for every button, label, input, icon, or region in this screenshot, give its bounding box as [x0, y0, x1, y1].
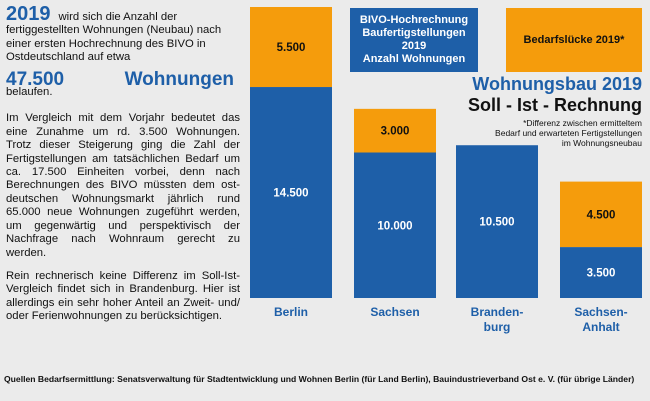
- legend-bivo-line: Anzahl Wohnungen: [362, 53, 466, 65]
- intro-paragraph: 2019 wird sich die Anzahl der fertiggeste…: [6, 4, 240, 65]
- bar-value-label: 10.000: [377, 220, 412, 232]
- bar-value-label: 10.500: [479, 217, 514, 229]
- bar-value-label: 4.500: [587, 209, 616, 221]
- category-label: Branden-: [471, 305, 524, 319]
- category-label: burg: [484, 320, 511, 334]
- legend-bedarf-label: Bedarfslücke 2019*: [523, 34, 625, 46]
- total-value: 47.500: [6, 68, 65, 90]
- chart-subtitle: Soll - Ist - Rechnung: [468, 95, 642, 115]
- bar-fertigstellungen: [250, 87, 332, 299]
- total-line: 47.500 Wohnungen: [6, 68, 240, 90]
- year-highlight: 2019: [6, 3, 51, 25]
- legend-bivo-line: BIVO-Hochrechnung: [359, 14, 469, 26]
- category-label: Sachsen: [370, 305, 419, 319]
- comparison-paragraph: Im Vergleich mit dem Vorjahr bedeutet da…: [6, 112, 240, 259]
- legend-bivo-box: BIVO-Hochrechnung Baufertigstellungen 20…: [350, 8, 478, 72]
- bar-bedarfsluecke: [560, 181, 642, 248]
- category-label: Sachsen-: [574, 305, 627, 319]
- footnote-line: im Wohnungsneubau: [561, 138, 642, 148]
- legend-bivo-line: 2019: [401, 40, 427, 52]
- brandenburg-paragraph: Rein rechnerisch keine Differenz im Soll…: [6, 269, 240, 323]
- footnote-line: Bedarf und erwarteten Fertigstellungen: [495, 128, 642, 138]
- bar-value-label: 3.500: [587, 268, 616, 280]
- chart-title: Wohnungsbau 2019: [472, 74, 642, 94]
- category-label: Berlin: [274, 305, 308, 319]
- bar-fertigstellungen: [560, 247, 642, 298]
- footnote-line: *Differenz zwischen ermitteltem: [523, 118, 642, 128]
- bar-bedarfsluecke: [250, 7, 332, 88]
- legend-bedarf-box: Bedarfslücke 2019*: [506, 8, 642, 72]
- legend-bivo-line: Baufertigstellungen: [362, 27, 466, 39]
- belaufen-text: belaufen.: [6, 86, 53, 99]
- sources-text: Quellen Bedarfsermittlung: Senatsverwalt…: [4, 374, 635, 384]
- footnote: *Differenz zwischen ermitteltem Bedarf u…: [460, 118, 642, 148]
- bar-value-label: 3.000: [381, 126, 410, 138]
- bar-fertigstellungen: [354, 152, 436, 298]
- bar-value-label: 5.500: [277, 42, 306, 54]
- bar-bedarfsluecke: [354, 108, 436, 153]
- bar-fertigstellungen: [456, 145, 538, 298]
- left-text-block: 2019 wird sich die Anzahl der fertiggeste…: [6, 4, 240, 324]
- category-label: Anhalt: [582, 320, 619, 334]
- intro-text: wird sich die Anzahl der fertiggestellte…: [6, 11, 222, 64]
- bar-value-label: 14.500: [273, 188, 308, 200]
- total-unit: Wohnungen: [124, 68, 234, 90]
